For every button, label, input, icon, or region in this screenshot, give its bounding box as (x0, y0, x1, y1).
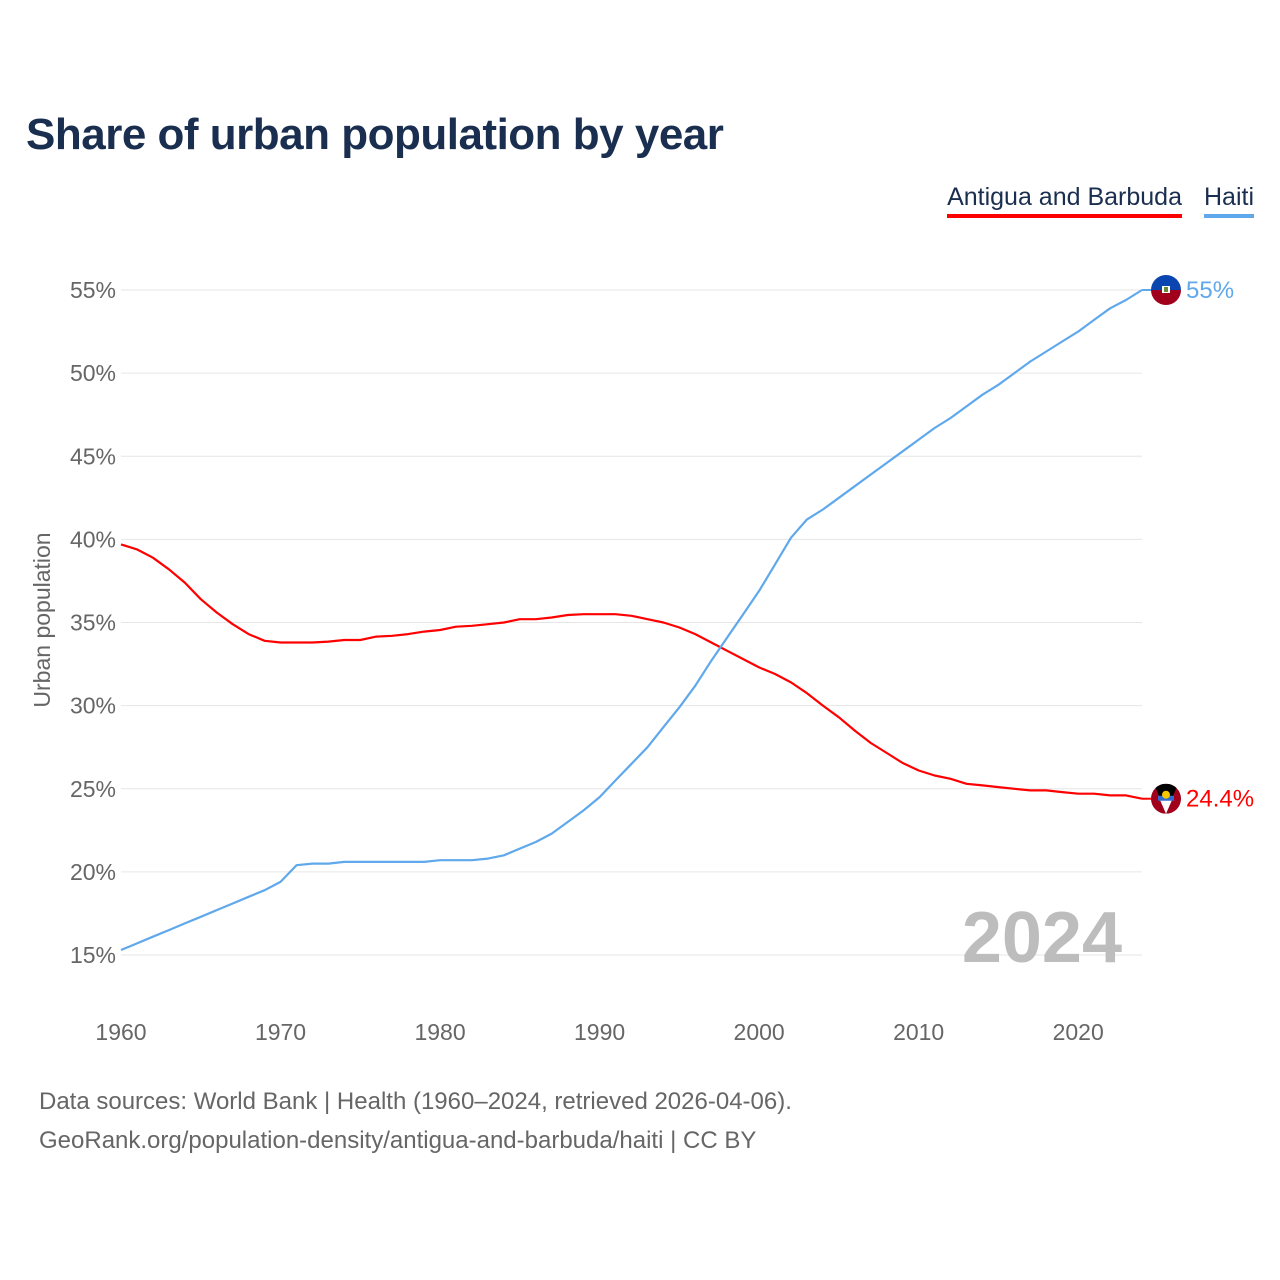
series-line-antigua[interactable] (120, 543, 1143, 800)
series-line-haiti[interactable] (120, 289, 1143, 952)
x-tick-label: 2020 (1053, 1019, 1104, 1045)
y-axis-label: Urban population (29, 532, 55, 707)
haiti-flag-icon (1151, 275, 1181, 305)
legend: Antigua and Barbuda Haiti (947, 183, 1254, 218)
y-tick-label: 50% (70, 360, 116, 386)
y-tick-label: 45% (70, 443, 116, 469)
y-tick-label: 35% (70, 610, 116, 636)
y-tick-label: 55% (70, 277, 116, 303)
x-tick-label: 1990 (574, 1019, 625, 1045)
legend-item-haiti[interactable]: Haiti (1203, 183, 1254, 218)
footer-sources: Data sources: World Bank | Health (1960–… (39, 1088, 792, 1115)
y-tick-label: 15% (70, 942, 116, 968)
y-tick-label: 30% (70, 693, 116, 719)
end-value-label: 24.4% (1186, 786, 1254, 813)
x-tick-label: 2000 (734, 1019, 785, 1045)
chart-title: Share of urban population by year (26, 110, 724, 159)
x-tick-label: 1980 (414, 1019, 465, 1045)
legend-item-antigua[interactable]: Antigua and Barbuda (947, 183, 1182, 218)
year-watermark: 2024 (962, 898, 1122, 978)
end-value-label: 55% (1186, 277, 1234, 304)
antigua-flag-icon (1151, 783, 1181, 814)
footer-link[interactable]: GeoRank.org/population-density/antigua-a… (39, 1127, 757, 1154)
y-tick-label: 25% (70, 776, 116, 802)
x-tick-label: 1970 (255, 1019, 306, 1045)
y-tick-label: 40% (70, 526, 116, 552)
y-tick-label: 20% (70, 859, 116, 885)
x-tick-label: 1960 (95, 1019, 146, 1045)
x-tick-label: 2010 (893, 1019, 944, 1045)
